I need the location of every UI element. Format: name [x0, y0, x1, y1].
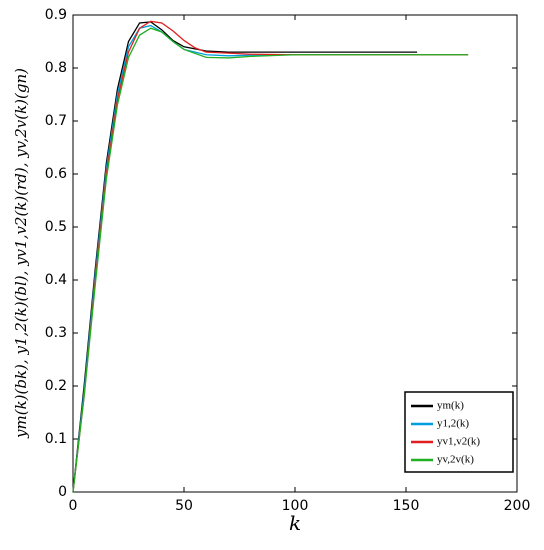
y-tick-label: 0.1 — [45, 431, 67, 447]
x-tick-label: 150 — [393, 498, 420, 514]
legend-label: y1,2(k) — [437, 418, 469, 430]
legend-label: ym(k) — [437, 400, 464, 412]
x-tick-label: 100 — [282, 498, 309, 514]
x-axis-label: k — [289, 511, 301, 535]
x-tick-label: 50 — [175, 498, 193, 514]
y-tick-label: 0 — [58, 484, 67, 500]
y-tick-label: 0.9 — [45, 7, 67, 23]
x-tick-label: 200 — [504, 498, 531, 514]
y-tick-label: 0.4 — [45, 272, 67, 288]
legend-label: yv,2v(k) — [437, 454, 474, 466]
series-line — [72, 27, 469, 493]
y-tick-label: 0.7 — [45, 113, 67, 129]
y-tick-label: 0.3 — [45, 325, 67, 341]
y-tick-label: 0.5 — [45, 219, 67, 235]
x-tick-label: 0 — [69, 498, 78, 514]
y-tick-label: 0.8 — [45, 60, 67, 76]
legend: ym(k) y1,2(k) yv1,v2(k) yv,2v(k) — [404, 391, 514, 473]
y-tick-label: 0.2 — [45, 378, 67, 394]
y-axis-label: ym(k)(bk), y1,2(k)(bl), yv1,v2(k)(rd), y… — [12, 68, 30, 439]
y-tick-label: 0.6 — [45, 166, 67, 182]
legend-label: yv1,v2(k) — [437, 436, 480, 448]
